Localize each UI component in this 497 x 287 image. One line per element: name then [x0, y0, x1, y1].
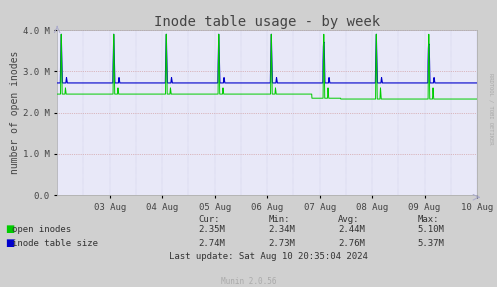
Text: Last update: Sat Aug 10 20:35:04 2024: Last update: Sat Aug 10 20:35:04 2024 — [169, 252, 368, 261]
Text: RRDTOOL / TOBI OETIKER: RRDTOOL / TOBI OETIKER — [488, 73, 493, 145]
Text: open inodes: open inodes — [12, 225, 72, 234]
Text: 5.37M: 5.37M — [417, 239, 444, 248]
Text: ■: ■ — [5, 224, 14, 234]
Text: Min:: Min: — [268, 215, 290, 224]
Y-axis label: number of open inodes: number of open inodes — [10, 51, 20, 174]
Text: 2.35M: 2.35M — [199, 225, 226, 234]
Text: 2.34M: 2.34M — [268, 225, 295, 234]
Text: 2.44M: 2.44M — [338, 225, 365, 234]
Text: inode table size: inode table size — [12, 239, 98, 248]
Text: 2.74M: 2.74M — [199, 239, 226, 248]
Title: Inode table usage - by week: Inode table usage - by week — [154, 15, 380, 29]
Text: Avg:: Avg: — [338, 215, 359, 224]
Text: Munin 2.0.56: Munin 2.0.56 — [221, 277, 276, 286]
Text: 5.10M: 5.10M — [417, 225, 444, 234]
Text: 2.76M: 2.76M — [338, 239, 365, 248]
Text: Cur:: Cur: — [199, 215, 220, 224]
Text: 2.73M: 2.73M — [268, 239, 295, 248]
Text: Max:: Max: — [417, 215, 439, 224]
Text: ■: ■ — [5, 238, 14, 248]
